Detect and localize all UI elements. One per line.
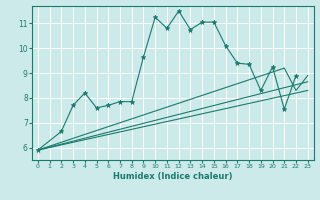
X-axis label: Humidex (Indice chaleur): Humidex (Indice chaleur) (113, 172, 233, 181)
